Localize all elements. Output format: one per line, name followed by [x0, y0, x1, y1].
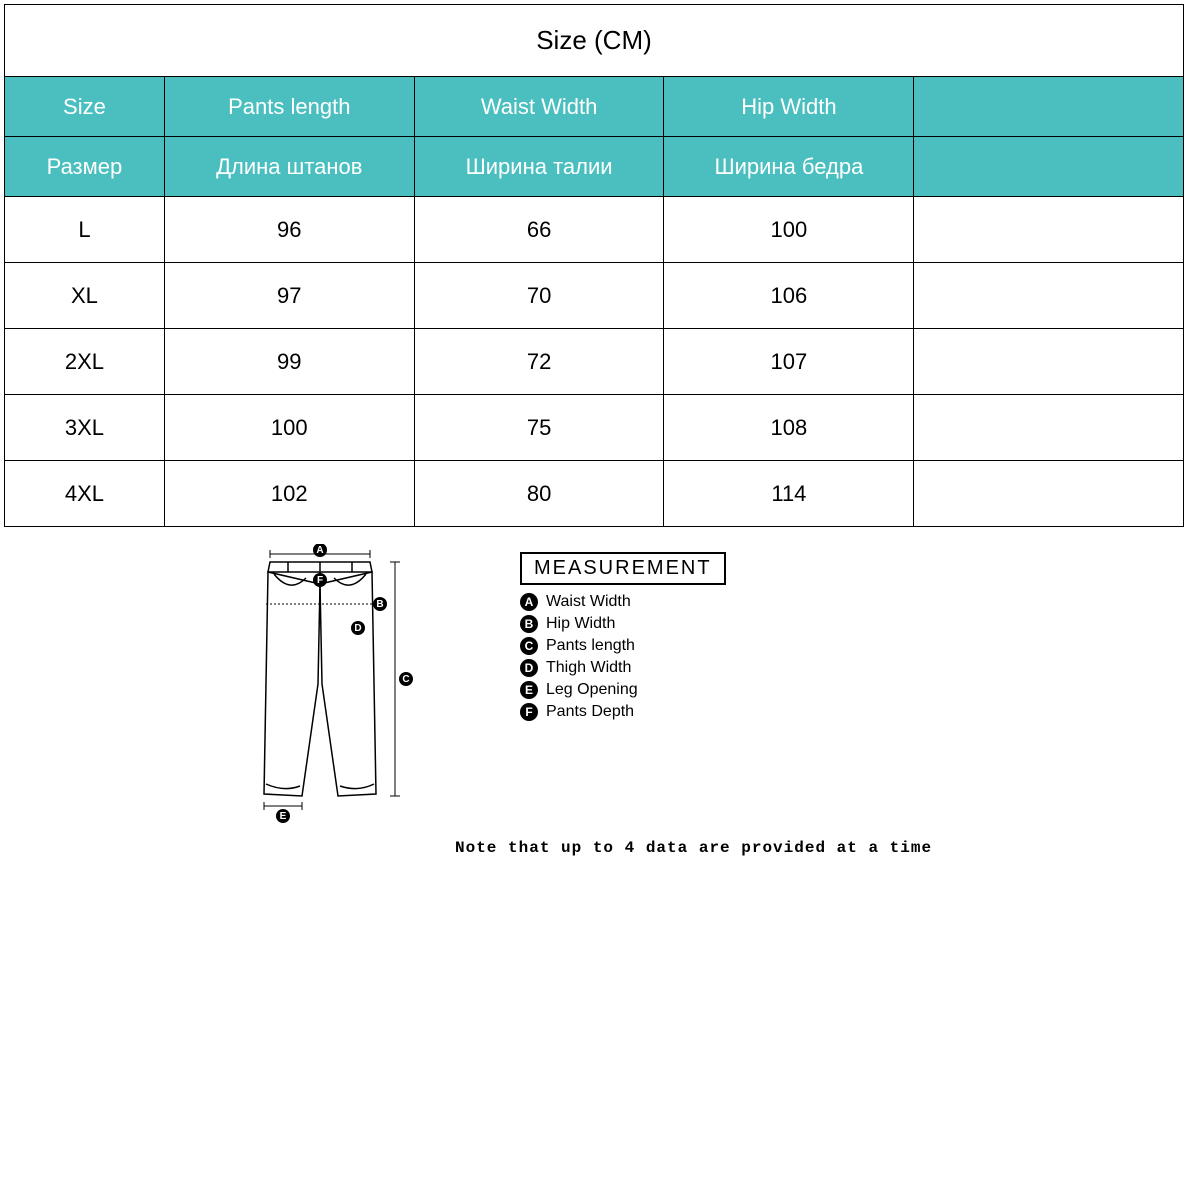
column-header [914, 77, 1184, 137]
table-row: 3XL10075108 [5, 395, 1184, 461]
legend-item: E Leg Opening [520, 681, 840, 699]
svg-text:C: C [402, 674, 409, 685]
table-cell [914, 263, 1184, 329]
column-header [914, 137, 1184, 197]
pants-illustration: A F B D C E [240, 544, 450, 834]
table-cell: 102 [164, 461, 414, 527]
table-header-en: SizePants lengthWaist WidthHip Width [5, 77, 1184, 137]
table-cell: 100 [664, 197, 914, 263]
legend-item: A Waist Width [520, 593, 840, 611]
column-header: Size [5, 77, 165, 137]
table-cell: 80 [414, 461, 664, 527]
table-cell [914, 395, 1184, 461]
column-header: Ширина талии [414, 137, 664, 197]
legend-dot: F [520, 703, 538, 721]
table-cell: 107 [664, 329, 914, 395]
svg-text:E: E [280, 811, 287, 822]
svg-text:A: A [316, 545, 323, 556]
table-cell [914, 197, 1184, 263]
legend-dot: A [520, 593, 538, 611]
measurement-diagram: A F B D C E MEASUREMENT A Waist Width B Hip… [240, 544, 960, 884]
table-title-row: Size (CM) [5, 5, 1184, 77]
table-cell: 72 [414, 329, 664, 395]
table-cell [914, 329, 1184, 395]
legend-item: F Pants Depth [520, 703, 840, 721]
table-cell: L [5, 197, 165, 263]
legend-label: Pants Depth [546, 703, 634, 721]
legend-dot: D [520, 659, 538, 677]
column-header: Pants length [164, 77, 414, 137]
legend-item: C Pants length [520, 637, 840, 655]
svg-text:D: D [354, 623, 361, 634]
table-cell: 70 [414, 263, 664, 329]
measurement-legend-title: MEASUREMENT [520, 552, 726, 585]
table-cell: 100 [164, 395, 414, 461]
svg-text:F: F [317, 575, 323, 586]
column-header: Размер [5, 137, 165, 197]
table-cell: 97 [164, 263, 414, 329]
table-cell: 66 [414, 197, 664, 263]
column-header: Ширина бедра [664, 137, 914, 197]
table-cell: 2XL [5, 329, 165, 395]
svg-text:B: B [376, 599, 383, 610]
column-header: Длина штанов [164, 137, 414, 197]
column-header: Hip Width [664, 77, 914, 137]
legend-item: D Thigh Width [520, 659, 840, 677]
size-chart-table: Size (CM) SizePants lengthWaist WidthHip… [4, 4, 1184, 527]
legend-label: Waist Width [546, 593, 631, 611]
legend-dot: E [520, 681, 538, 699]
legend-item: B Hip Width [520, 615, 840, 633]
table-row: 2XL9972107 [5, 329, 1184, 395]
table-row: L9666100 [5, 197, 1184, 263]
diagram-note: Note that up to 4 data are provided at a… [455, 839, 932, 857]
measurement-legend: MEASUREMENT A Waist Width B Hip Width C Pants… [520, 552, 840, 725]
table-row: XL9770106 [5, 263, 1184, 329]
table-row: 4XL10280114 [5, 461, 1184, 527]
table-cell: 75 [414, 395, 664, 461]
table-cell: 3XL [5, 395, 165, 461]
column-header: Waist Width [414, 77, 664, 137]
legend-label: Thigh Width [546, 659, 631, 677]
table-header-ru: РазмерДлина штановШирина талииШирина бед… [5, 137, 1184, 197]
legend-label: Leg Opening [546, 681, 638, 699]
legend-dot: B [520, 615, 538, 633]
table-cell: 99 [164, 329, 414, 395]
table-cell: XL [5, 263, 165, 329]
legend-dot: C [520, 637, 538, 655]
table-title: Size (CM) [5, 5, 1184, 77]
table-cell: 4XL [5, 461, 165, 527]
table-cell: 114 [664, 461, 914, 527]
table-cell: 108 [664, 395, 914, 461]
table-cell: 106 [664, 263, 914, 329]
table-cell: 96 [164, 197, 414, 263]
legend-label: Hip Width [546, 615, 615, 633]
legend-label: Pants length [546, 637, 635, 655]
table-cell [914, 461, 1184, 527]
